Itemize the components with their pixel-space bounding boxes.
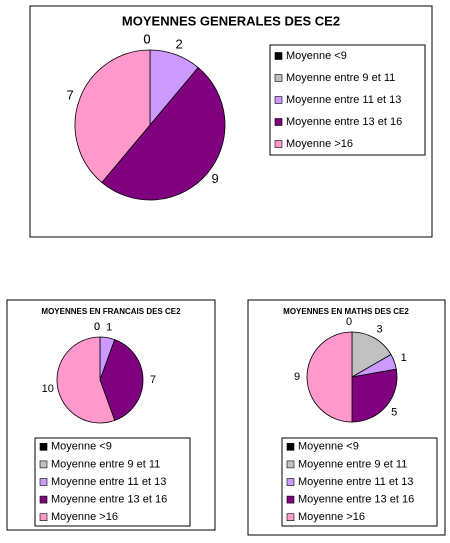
chart-title: MOYENNES GENERALES DES CE2 — [122, 13, 340, 28]
legend-label: Moyenne entre 13 et 16 — [286, 116, 402, 128]
data-label: 0 — [143, 31, 150, 46]
legend-label: Moyenne <9 — [51, 441, 112, 453]
legend-label: Moyenne >16 — [51, 511, 118, 523]
legend-label: Moyenne >16 — [298, 511, 365, 523]
legend-label: Moyenne entre 11 et 13 — [51, 476, 166, 488]
legend-swatch — [274, 96, 283, 104]
data-label: 1 — [401, 352, 407, 364]
pie-slice — [99, 339, 144, 421]
pie-slice — [351, 368, 398, 423]
data-label: 3 — [376, 323, 382, 335]
legend-swatch — [274, 74, 283, 82]
data-label: 0 — [346, 316, 352, 328]
chart-title: MOYENNES EN MATHS DES CE2 — [283, 307, 409, 316]
data-label: 0 — [143, 31, 150, 46]
legend-box — [34, 437, 191, 527]
data-label: 7 — [67, 87, 74, 102]
chart-title: MOYENNES EN FRANCAIS DES CE2 — [41, 307, 181, 316]
legend-label: Moyenne entre 11 et 13 — [286, 94, 401, 106]
legend-swatch — [274, 118, 283, 126]
data-label: 0 — [94, 321, 100, 333]
legend-swatch — [39, 460, 48, 469]
legend-swatch — [39, 495, 48, 504]
data-label: 2 — [175, 37, 182, 52]
data-label: 7 — [150, 374, 156, 386]
legend-label: Moyenne entre 9 et 11 — [298, 458, 407, 470]
data-label: 9 — [211, 171, 218, 186]
legend-swatch — [39, 513, 48, 522]
legend-label: Moyenne entre 13 et 16 — [298, 494, 414, 506]
pie-slice — [306, 331, 353, 423]
pie-slice — [56, 336, 116, 424]
legend-box — [281, 437, 438, 527]
data-label: 1 — [106, 322, 112, 334]
legend-label: Moyenne entre 11 et 13 — [298, 476, 413, 488]
legend-swatch — [39, 442, 48, 451]
legend-label: Moyenne entre 9 et 11 — [286, 72, 395, 84]
legend-swatch — [274, 140, 283, 148]
legend-label: Moyenne <9 — [298, 441, 359, 453]
legend-swatch — [286, 513, 295, 522]
data-label: 9 — [294, 371, 300, 383]
legend-swatch — [286, 495, 295, 504]
legend-label: Moyenne <9 — [286, 50, 347, 62]
legend-swatch — [39, 478, 48, 486]
data-label: 5 — [391, 406, 397, 418]
legend-label: Moyenne entre 9 et 11 — [51, 458, 160, 470]
legend-label: Moyenne entre 13 et 16 — [51, 494, 167, 506]
pie-slice — [101, 66, 226, 201]
data-label: 0 — [94, 321, 100, 333]
data-label: 10 — [42, 383, 54, 395]
pie-slice — [74, 49, 151, 184]
legend-swatch — [286, 478, 295, 486]
legend-swatch — [286, 442, 295, 451]
pie-slice — [351, 331, 392, 378]
legend-label: Moyenne >16 — [286, 138, 353, 150]
legend-box — [269, 44, 426, 156]
legend-swatch — [274, 52, 283, 60]
legend-swatch — [286, 460, 295, 469]
